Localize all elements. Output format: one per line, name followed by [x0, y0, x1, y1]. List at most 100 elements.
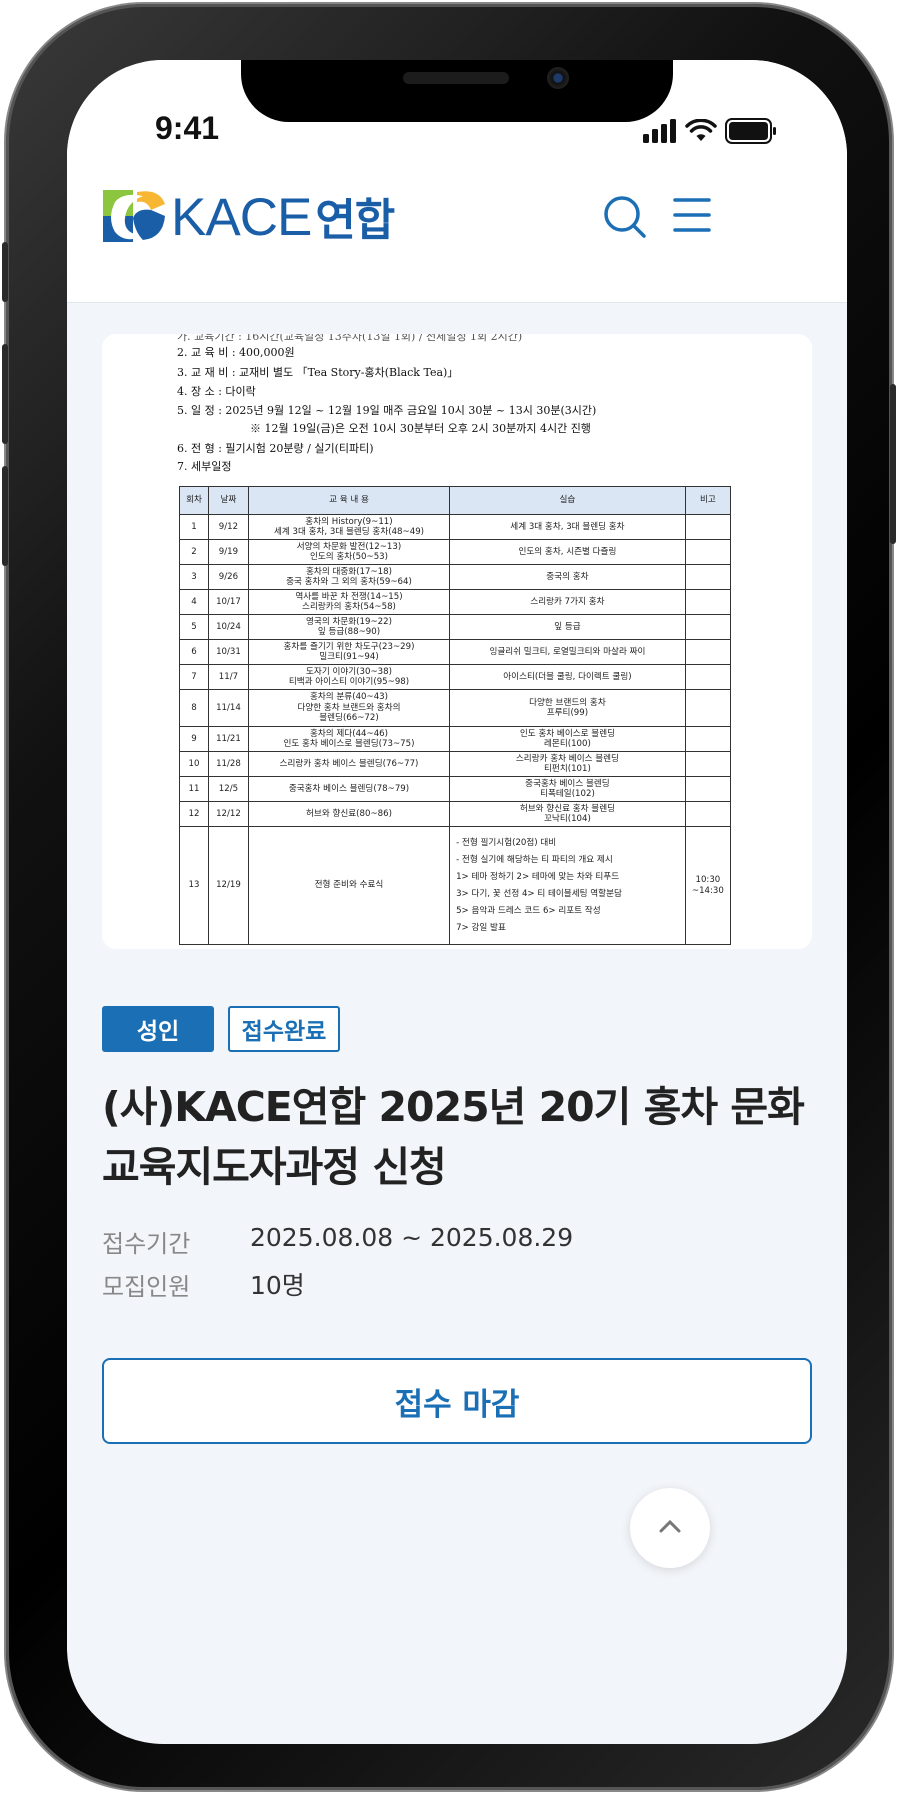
search-icon[interactable]: [603, 195, 647, 239]
logo-text: KACE연합: [171, 188, 395, 247]
table-cell-no: 10: [178, 751, 210, 777]
table-row: 4 10/17 역사를 바꾼 차 전쟁(14~15) 스리랑카의 홍차(54~58)…: [178, 589, 732, 615]
screen: 9:41: [67, 60, 847, 1744]
table-cell-content: 홍차의 분류(40~43) 다양한 홍차 브랜드와 홍차의 블렌딩(66~72): [247, 689, 451, 727]
table-cell-date: 9/19: [208, 539, 249, 565]
table-cell-note: [684, 539, 732, 565]
table-row: 12 12/12 허브와 향신료(80~86) 허브와 향신료 홍차 블렌딩 꼬낙티(…: [178, 801, 732, 827]
table-cell-practice: 인도의 홍차, 시즌별 다즐링: [449, 539, 686, 565]
table-cell-date: 10/31: [208, 639, 249, 665]
table-cell-content: 허브와 향신료(80~86): [247, 801, 451, 827]
table-cell-no: 12: [178, 801, 210, 827]
table-cell-date: 11/14: [208, 689, 249, 727]
table-cell-date: 12/19: [208, 826, 249, 945]
table-row: 2 9/19 서양의 차문화 발전(12~13) 인도의 홍차(50~53) 인도의 …: [178, 539, 732, 565]
capacity-label: 모집인원: [102, 1273, 191, 1301]
table-cell-no: 6: [178, 639, 210, 665]
column-header: 실습: [449, 486, 686, 515]
site-logo[interactable]: KACE연합: [103, 184, 395, 248]
doc-line: 가. 교육기간 : 16시간(교육일정 13주차(13일 1회) / 전체일정 …: [177, 334, 523, 343]
table-cell-note: 10:30 ~14:30: [684, 826, 732, 945]
signal-icon: [643, 119, 676, 143]
table-row: 3 9/26 홍차의 대중화(17~18) 중국 홍차와 그 외의 홍차(59~64…: [178, 564, 732, 590]
table-cell-note: [684, 776, 732, 802]
volume-down-button: [2, 466, 8, 566]
table-cell-no: 7: [178, 664, 210, 690]
page-title: (사)KACE연합 2025년 20기 홍차 문화교육지도자과정 신청: [102, 1083, 805, 1191]
phone-frame: 9:41: [2, 4, 896, 1790]
table-cell-date: 10/17: [208, 589, 249, 615]
arrow-up-icon: [659, 1519, 681, 1533]
schedule-table: 회차 날짜 교 육 내 용 실습 비고 1 9/12 홍차의 History(9~1…: [178, 486, 732, 945]
period-value: 2025.08.08 ~ 2025.08.29: [250, 1223, 574, 1252]
table-cell-practice: 인도 홍차 베이스로 블렌딩 레몬티(100): [449, 726, 686, 752]
column-header: 비고: [684, 486, 732, 515]
doc-line: 5. 일 정 : 2025년 9월 12일 ~ 12월 19일 매주 금요일 1…: [177, 404, 597, 417]
table-cell-note: [684, 751, 732, 777]
table-header-row: 회차 날짜 교 육 내 용 실습 비고: [178, 486, 732, 515]
status-icons: [643, 116, 777, 146]
table-cell-content: 서양의 차문화 발전(12~13) 인도의 홍차(50~53): [247, 539, 451, 565]
battery-icon: [725, 118, 776, 144]
table-cell-no: 4: [178, 589, 210, 615]
table-cell-content: 중국홍차 베이스 블렌딩(78~79): [247, 776, 451, 802]
site-header: [67, 152, 847, 303]
column-header: 교 육 내 용: [247, 486, 451, 515]
logo-mark-icon: [103, 188, 167, 244]
table-cell-content: 홍차를 즐기기 위한 차도구(23~29) 밀크티(91~94): [247, 639, 451, 665]
doc-line: 3. 교 재 비 : 교재비 별도 「Tea Story-홍차(Black Te…: [177, 366, 459, 379]
mute-switch: [2, 242, 8, 302]
table-cell-content: 홍차의 대중화(17~18) 중국 홍차와 그 외의 홍차(59~64): [247, 564, 451, 590]
table-cell-practice: 다양한 브랜드의 홍차 프루티(99): [449, 689, 686, 727]
menu-icon[interactable]: [673, 195, 711, 235]
table-row: 8 11/14 홍차의 분류(40~43) 다양한 홍차 브랜드와 홍차의 블렌딩(…: [178, 689, 732, 727]
table-cell-note: [684, 564, 732, 590]
table-cell-note: [684, 689, 732, 727]
schedule-table-body: 1 9/12 홍차의 History(9~11) 세계 3대 홍차, 3대 블렌딩 …: [178, 514, 732, 945]
table-cell-note: [684, 664, 732, 690]
doc-line: 2. 교 육 비 : 400,000원: [177, 346, 295, 359]
column-header: 회차: [178, 486, 210, 515]
scroll-top-button[interactable]: [630, 1488, 710, 1568]
table-cell-note: [684, 589, 732, 615]
table-cell-note: [684, 726, 732, 752]
notch: [241, 60, 673, 122]
table-cell-practice: 허브와 향신료 홍차 블렌딩 꼬낙티(104): [449, 801, 686, 827]
table-cell-content: 홍차의 History(9~11) 세계 3대 홍차, 3대 블렌딩 홍차(48…: [247, 514, 451, 540]
table-cell-content: 영국의 차문화(19~22) 잎 등급(88~90): [247, 614, 451, 640]
table-row: 5 10/24 영국의 차문화(19~22) 잎 등급(88~90) 잎 등급: [178, 614, 732, 640]
doc-line: ※ 12월 19일(금)은 오전 10시 30분부터 오후 2시 30분까지 4…: [250, 422, 591, 435]
table-cell-date: 11/7: [208, 664, 249, 690]
table-cell-no: 8: [178, 689, 210, 727]
doc-line: 6. 전 형 : 필기시험 20분량 / 실기(티파티): [177, 442, 374, 455]
period-label: 접수기간: [102, 1230, 191, 1258]
table-row: 7 11/7 도자기 이야기(30~38) 티백과 아이스티 이야기(95~98) 아…: [178, 664, 732, 690]
table-cell-note: [684, 614, 732, 640]
table-cell-practice: 스리랑카 7가지 홍차: [449, 589, 686, 615]
capacity-value: 10명: [250, 1271, 305, 1300]
table-cell-content: 역사를 바꾼 차 전쟁(14~15) 스리랑카의 홍차(54~58): [247, 589, 451, 615]
doc-line: 4. 장 소 : 다이락: [177, 385, 256, 398]
table-cell-date: 12/5: [208, 776, 249, 802]
table-cell-practice: 중국의 홍차: [449, 564, 686, 590]
doc-line: 7. 세부일정: [177, 460, 232, 473]
table-cell-date: 9/26: [208, 564, 249, 590]
column-header: 날짜: [208, 486, 249, 515]
table-cell-note: [684, 801, 732, 827]
course-detail-image: 가. 교육기간 : 16시간(교육일정 13주차(13일 1회) / 전체일정 …: [102, 334, 812, 949]
table-row: 1 9/12 홍차의 History(9~11) 세계 3대 홍차, 3대 블렌딩 …: [178, 514, 732, 540]
table-cell-no: 1: [178, 514, 210, 540]
table-cell-practice: 스리랑카 홍차 베이스 블렌딩 티펀치(101): [449, 751, 686, 777]
table-row: 9 11/21 홍차의 제다(44~46) 인도 홍차 베이스로 블렌딩(73~75…: [178, 726, 732, 752]
status-badge: 접수완료: [228, 1006, 340, 1052]
table-cell-practice: 아이스티(더블 쿨링, 다이렉트 쿨링): [449, 664, 686, 690]
table-row: 10 11/28 스리랑카 홍차 베이스 블렌딩(76~77) 스리랑카 홍차 베이스…: [178, 751, 732, 777]
table-cell-date: 9/12: [208, 514, 249, 540]
table-cell-date: 12/12: [208, 801, 249, 827]
table-cell-note: [684, 639, 732, 665]
wifi-icon: [685, 119, 717, 141]
table-cell-practice: 잎 등급: [449, 614, 686, 640]
application-closed-button[interactable]: 접수 마감: [102, 1358, 812, 1444]
volume-up-button: [2, 344, 8, 444]
table-row: 13 12/19 전형 준비와 수료식 - 전형 필기시험(20점) 대비 - 전형 …: [178, 826, 732, 945]
